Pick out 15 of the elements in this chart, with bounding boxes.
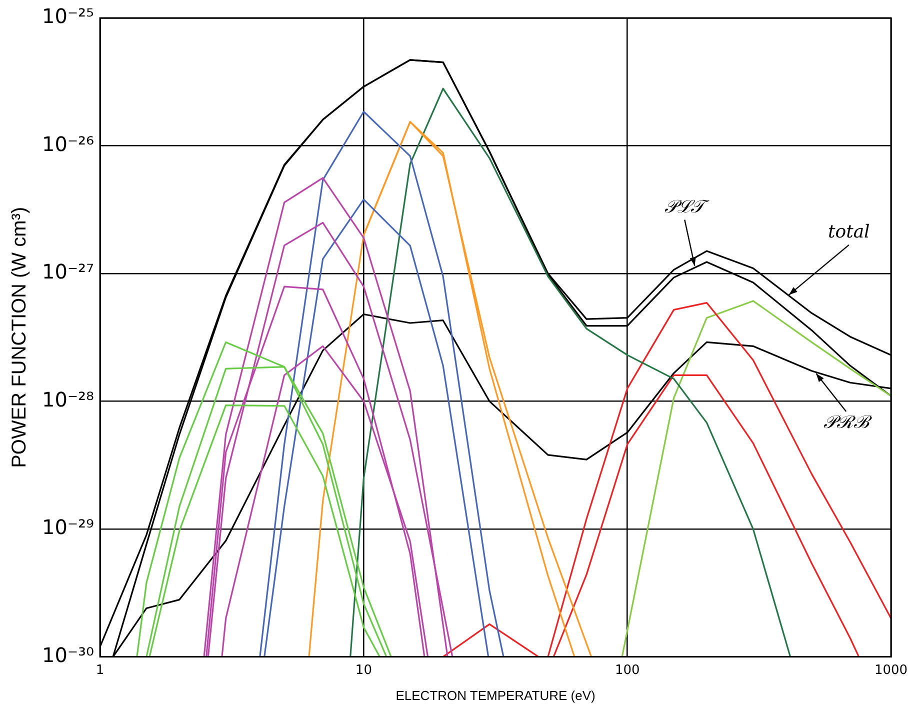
x-tick-label: 1000 [874,662,908,678]
y-axis-title: POWER FUNCTION (W cm³) [8,206,31,468]
x-tick-label: 1 [96,662,104,678]
x-axis-title: ELECTRON TEMPERATURE (eV) [396,688,596,703]
annotation: 𝒫ℒ𝒯 [664,196,710,218]
x-tick-label: 10 [355,662,372,678]
annotation: total [828,222,870,243]
y-tick-label: 10⁻²⁹ [42,515,94,540]
y-tick-label: 10⁻³⁰ [42,643,94,668]
y-tick-label: 10⁻²⁸ [42,387,94,412]
y-tick-label: 10⁻²⁵ [42,4,94,28]
y-tick-label: 10⁻²⁷ [42,260,94,284]
annotation: 𝒫ℛℬ [824,412,873,434]
x-tick-label: 100 [614,662,640,678]
y-tick-label: 10⁻²⁶ [42,132,94,156]
